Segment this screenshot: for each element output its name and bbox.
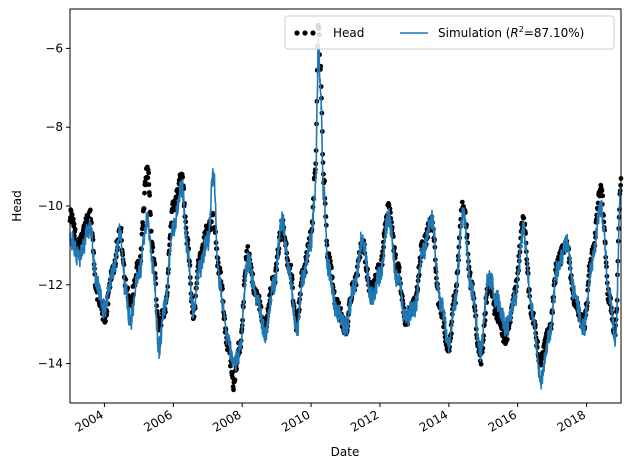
head-point xyxy=(504,337,510,342)
head-point xyxy=(146,170,152,176)
head-point xyxy=(103,318,108,324)
head-point xyxy=(521,215,527,221)
head-point xyxy=(478,361,484,367)
legend-sim-prefix: Simulation ( xyxy=(438,26,510,40)
head-point xyxy=(232,377,238,383)
y-tick-label: −14 xyxy=(38,357,63,371)
head-point xyxy=(175,187,180,192)
head-point xyxy=(148,212,153,218)
legend-label-head: Head xyxy=(333,26,364,40)
y-tick-label: −6 xyxy=(45,41,63,55)
head-point xyxy=(180,174,186,180)
legend-sim-suffix: =87.10%) xyxy=(524,26,585,40)
legend-marker-head xyxy=(294,30,316,36)
head-point xyxy=(69,212,75,218)
head-point xyxy=(70,216,76,222)
head-point xyxy=(141,206,147,212)
head-point xyxy=(326,251,332,256)
legend-sim-r: R xyxy=(510,26,518,40)
head-point xyxy=(231,387,236,393)
head-point xyxy=(150,244,156,250)
x-axis-label: Date xyxy=(331,445,360,459)
head-point xyxy=(146,182,152,187)
legend: Head Simulation (R2=87.10%) xyxy=(284,15,615,50)
y-tick-label: −8 xyxy=(45,120,63,134)
head-point xyxy=(459,199,465,205)
y-tick-label: −12 xyxy=(38,278,63,292)
head-point xyxy=(71,221,77,227)
head-point xyxy=(599,188,605,193)
head-point xyxy=(72,226,78,232)
y-axis-label: Head xyxy=(10,190,24,221)
head-point xyxy=(327,254,333,260)
head-point xyxy=(600,193,606,199)
head-point xyxy=(88,207,93,213)
head-point xyxy=(336,300,342,306)
head-point xyxy=(245,244,251,249)
legend-label-simulation: Simulation (R2=87.10%) xyxy=(438,25,584,40)
head-point xyxy=(142,190,147,196)
head-point xyxy=(396,269,402,274)
head-point xyxy=(539,362,544,368)
y-tick-label: −10 xyxy=(38,199,63,213)
head-point xyxy=(147,192,153,198)
head-point xyxy=(140,223,146,229)
head-point xyxy=(145,175,151,181)
head-point xyxy=(148,228,154,234)
head-point xyxy=(396,265,402,270)
